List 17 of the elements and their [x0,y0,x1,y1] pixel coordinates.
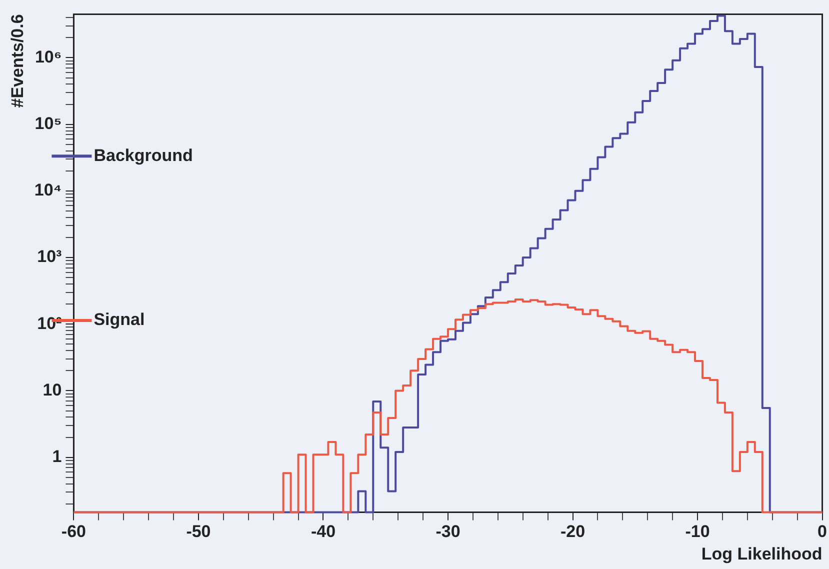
x-tick-label: 0 [818,522,828,542]
x-tick-label: -60 [61,522,86,542]
y-tick-label: 10³ [37,247,62,266]
x-tick-label: -50 [186,522,211,542]
x-tick-label: -40 [310,522,336,542]
x-axis-title: Log Likelihood [701,544,822,564]
y-tick-label: 10⁴ [34,180,62,200]
y-tick-label: 10⁶ [34,47,62,66]
x-tick-label: -20 [560,522,586,542]
y-tick-label: 1 [52,447,62,466]
x-tick-label: -30 [436,522,460,542]
y-axis-title: #Events/0.6 [8,14,27,108]
legend-label: Background [94,146,193,165]
x-tick-label: -10 [685,522,710,542]
y-tick-label: 10 [42,380,62,400]
legend-label: Signal [94,310,145,330]
y-tick-label: 10⁵ [34,114,62,133]
